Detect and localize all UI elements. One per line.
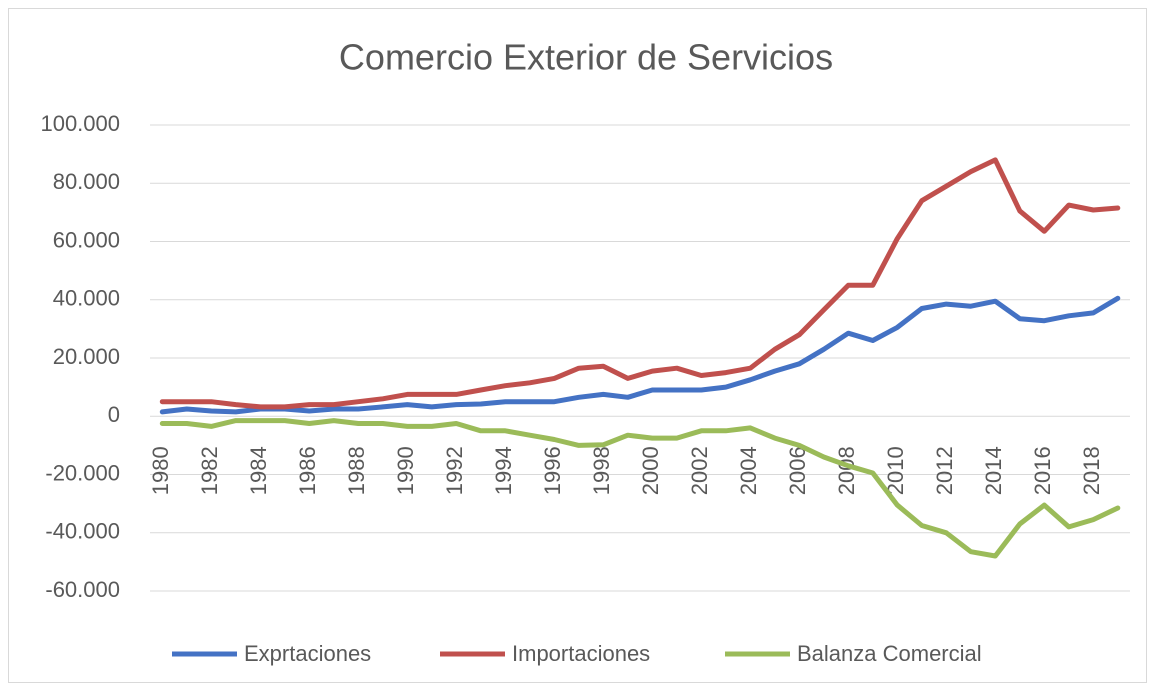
series-line (159, 295, 1121, 415)
y-tick-label: -20.000 (45, 460, 120, 485)
x-tick-label: 1988 (344, 446, 369, 495)
x-tick-label: 2008 (834, 446, 859, 495)
x-tick-label: 2012 (932, 446, 957, 495)
chart-title: Comercio Exterior de Servicios (339, 37, 833, 78)
x-tick-label: 2000 (638, 446, 663, 495)
x-tick-label: 2014 (981, 446, 1006, 495)
x-tick-label: 1996 (540, 446, 565, 495)
series-line (159, 418, 1121, 559)
x-tick-label: 2006 (785, 446, 810, 495)
x-tick-label: 1998 (589, 446, 614, 495)
y-tick-label: 100.000 (40, 111, 120, 136)
x-tick-label: 2018 (1079, 446, 1104, 495)
y-tick-label: 20.000 (53, 344, 120, 369)
x-tick-label: 2004 (736, 446, 761, 495)
x-tick-label: 2002 (687, 446, 712, 495)
y-tick-label: 60.000 (53, 227, 120, 252)
legend-label: Importaciones (512, 641, 650, 666)
y-tick-label: 40.000 (53, 286, 120, 311)
x-tick-label: 1992 (442, 446, 467, 495)
y-tick-label: 80.000 (53, 169, 120, 194)
x-tick-label: 1984 (246, 446, 271, 495)
chart-border (8, 8, 1147, 683)
x-tick-label: 2016 (1030, 446, 1055, 495)
legend-label: Balanza Comercial (797, 641, 982, 666)
x-tick-label: 1990 (393, 446, 418, 495)
y-tick-label: -40.000 (45, 519, 120, 544)
x-tick-label: 1982 (197, 446, 222, 495)
legend-label: Exprtaciones (244, 641, 371, 666)
x-tick-label: 1994 (491, 446, 516, 495)
y-tick-label: -60.000 (45, 577, 120, 602)
x-tick-label: 2010 (883, 446, 908, 495)
y-tick-label: 0 (108, 402, 120, 427)
x-tick-label: 1980 (148, 446, 173, 495)
x-tick-label: 1986 (295, 446, 320, 495)
series-line (159, 157, 1121, 410)
